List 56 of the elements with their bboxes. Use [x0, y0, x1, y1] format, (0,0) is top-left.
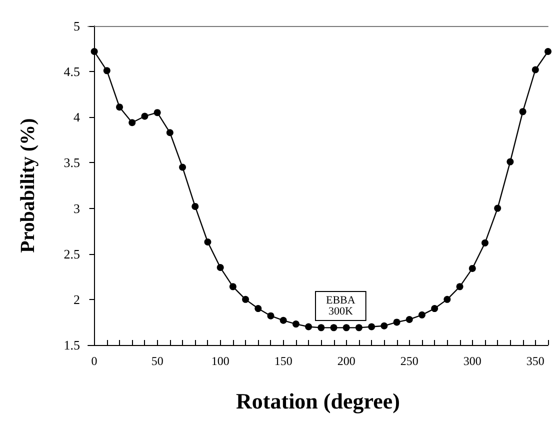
point [456, 283, 464, 290]
point [280, 316, 287, 324]
point [242, 296, 250, 303]
point [128, 119, 136, 126]
point [116, 104, 124, 111]
point [393, 318, 400, 326]
point [506, 158, 514, 166]
y-tick-label: 1.5 [64, 338, 80, 352]
point [216, 264, 224, 272]
point [355, 324, 362, 332]
point [494, 204, 502, 212]
point [431, 305, 438, 312]
point [292, 320, 300, 328]
point [305, 323, 312, 330]
annotation: EBBA 300K [326, 294, 356, 318]
point [468, 264, 476, 272]
point [103, 67, 110, 74]
point [154, 109, 161, 116]
x-tick-label: 150 [274, 354, 292, 368]
x-tick-label: 300 [463, 354, 482, 368]
point [254, 305, 262, 312]
point [229, 283, 236, 290]
point [418, 311, 426, 318]
x-tick-label: 350 [526, 354, 544, 368]
x-tick-label: 0 [91, 354, 98, 368]
x-tick-label: 50 [151, 354, 164, 368]
point [519, 108, 526, 116]
x-tick-label: 250 [400, 354, 418, 368]
y-tick-label: 4.5 [64, 64, 80, 80]
point [380, 322, 388, 330]
point [318, 324, 325, 332]
x-tick-label: 200 [337, 354, 356, 368]
y-tick-label: 2 [74, 292, 80, 307]
y-tick-label: 3.5 [64, 155, 80, 170]
y-tick-label: 2.5 [64, 246, 80, 262]
point [481, 239, 488, 246]
point [179, 164, 186, 171]
x-axis-title: Rotation (degree) [236, 388, 400, 414]
y-axis-title: Probability (%) [17, 118, 39, 253]
point [141, 112, 148, 120]
point [204, 238, 212, 246]
point [90, 48, 98, 56]
point [368, 323, 376, 330]
point [192, 202, 199, 210]
point [166, 129, 174, 136]
point [342, 324, 350, 332]
point [406, 316, 413, 323]
point [532, 66, 539, 74]
point [330, 324, 338, 332]
point [267, 312, 274, 320]
x-tick-label: 100 [211, 354, 230, 368]
point [444, 296, 451, 303]
y-tick-label: 3 [74, 200, 80, 216]
y-tick-label: 4 [74, 110, 80, 125]
point [544, 48, 552, 56]
y-tick-label: 5 [74, 18, 80, 34]
